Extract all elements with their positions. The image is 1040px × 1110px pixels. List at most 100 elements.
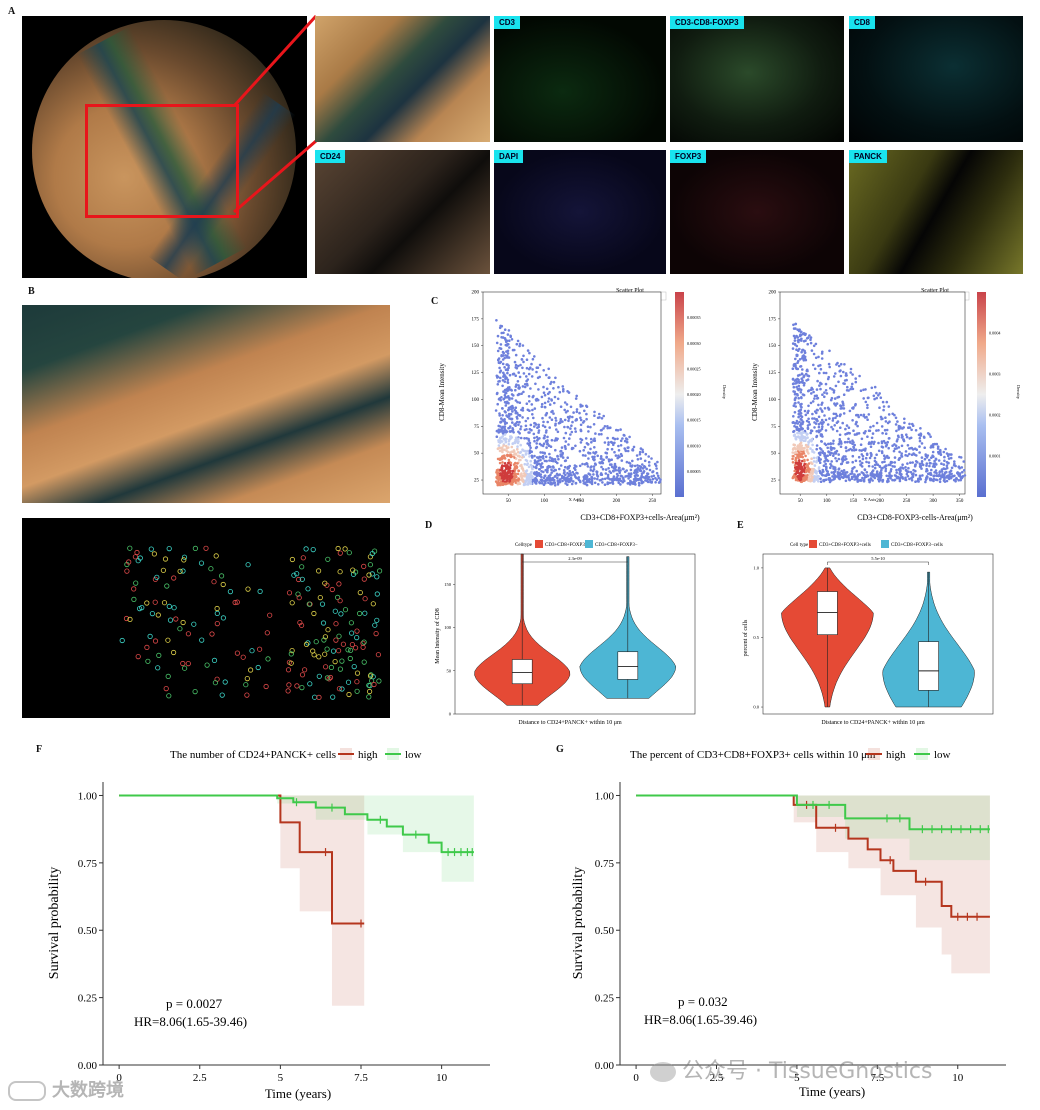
scatter-point xyxy=(511,472,514,475)
scatter-point xyxy=(800,426,803,430)
scatter-point xyxy=(791,461,795,464)
scatter-point xyxy=(507,343,510,346)
scatter-point xyxy=(926,475,929,479)
scatter-point xyxy=(617,466,621,470)
scatter-point xyxy=(540,470,543,473)
scatter-point xyxy=(542,391,546,394)
scatter-point xyxy=(809,429,813,432)
scatter-point xyxy=(608,463,612,466)
scatter-point xyxy=(497,361,501,364)
scatter-point xyxy=(511,421,514,424)
cell-marker xyxy=(198,560,205,566)
panel-label-a: A xyxy=(8,6,16,17)
cell-marker xyxy=(319,601,326,607)
scatter-point xyxy=(856,478,859,481)
scatter-point xyxy=(606,473,610,477)
scatter-point xyxy=(880,440,884,443)
cell-marker xyxy=(144,600,150,606)
scatter-plot-cd3-cd8-foxp3-neg: Scatter Plot CD3+CD8-FOXP3-cells-Area(μm… xyxy=(751,288,1021,522)
scatter-point xyxy=(512,394,515,397)
scatter-point xyxy=(574,397,578,400)
scatter-point xyxy=(807,417,810,421)
cell-marker xyxy=(149,611,155,617)
scatter-point xyxy=(830,425,833,429)
scatter-point xyxy=(501,414,504,417)
scatter-point xyxy=(801,422,804,426)
cell-marker xyxy=(127,616,133,623)
scatter-point xyxy=(794,462,798,465)
scatter-point xyxy=(911,422,914,426)
scatter-point xyxy=(799,391,803,394)
scatter-point xyxy=(630,480,633,484)
scatter-point xyxy=(503,419,506,423)
scatter-point xyxy=(950,453,953,456)
scatter-point xyxy=(587,451,591,455)
scatter-point xyxy=(540,395,544,399)
scatter-point xyxy=(893,456,897,459)
scatter-point xyxy=(864,430,867,433)
scatter-point xyxy=(947,457,951,460)
scatter-point xyxy=(531,408,534,412)
scatter-point xyxy=(935,471,938,475)
channel-tag-cd3: CD3 xyxy=(494,16,521,29)
scatter-point xyxy=(820,427,824,431)
scatter-point xyxy=(642,471,645,474)
scatter-point xyxy=(895,471,898,474)
scatter-point xyxy=(961,470,964,474)
scatter-point xyxy=(503,380,507,383)
scatter-point xyxy=(862,388,865,392)
scatter-point xyxy=(800,415,804,418)
scatter-point xyxy=(827,408,831,411)
zoom-region-box xyxy=(85,104,239,218)
km-hazard-ratio: HR=8.06(1.65-39.46) xyxy=(644,1012,757,1027)
scatter-point xyxy=(548,403,552,406)
scatter-point xyxy=(554,422,557,426)
scatter-point xyxy=(845,475,848,479)
scatter-point xyxy=(879,396,883,399)
scatter-point xyxy=(508,339,511,342)
km-curve-cd24-panck: The number of CD24+PANCK+ cells high low… xyxy=(47,748,490,1101)
scatter-point xyxy=(637,481,641,485)
cell-marker xyxy=(370,601,376,607)
scatter-point xyxy=(815,459,818,463)
scatter-point xyxy=(566,456,569,459)
cell-marker xyxy=(192,545,198,551)
scatter-point xyxy=(898,468,902,472)
cell-marker xyxy=(209,631,215,637)
scatter-point xyxy=(831,417,835,420)
scatter-point xyxy=(603,425,607,428)
scatter-point xyxy=(825,392,829,395)
scatter-point xyxy=(538,481,541,484)
km-legend-swatch-low xyxy=(916,748,928,760)
scatter-point xyxy=(884,432,888,435)
scatter-point xyxy=(827,362,831,366)
scatter-point xyxy=(801,420,804,423)
scatter-point xyxy=(811,412,814,416)
scatter-point xyxy=(875,429,878,432)
scatter-point xyxy=(514,461,517,465)
cell-marker xyxy=(232,599,238,606)
cell-marker xyxy=(119,637,125,644)
scatter-point xyxy=(826,470,829,473)
scatter-point xyxy=(552,466,555,469)
scatter-point xyxy=(611,479,615,483)
scatter-point xyxy=(877,394,880,397)
scatter-point xyxy=(924,480,927,484)
scatter-point xyxy=(942,463,946,466)
scatter-point xyxy=(884,441,887,445)
scatter-point xyxy=(582,449,585,452)
scatter-point xyxy=(608,458,612,462)
scatter-point xyxy=(813,410,817,413)
scatter-point xyxy=(855,413,859,417)
scatter-point xyxy=(501,384,504,388)
scatter-point xyxy=(581,404,584,408)
scatter-point xyxy=(817,355,820,359)
cell-marker xyxy=(163,686,169,692)
scatter-point xyxy=(842,455,846,458)
scatter-point xyxy=(563,425,566,429)
scatter-point xyxy=(628,435,631,439)
scatter-point xyxy=(530,362,533,366)
scatter-point xyxy=(838,370,841,373)
cell-marker xyxy=(164,583,170,589)
scatter-point xyxy=(534,466,537,469)
